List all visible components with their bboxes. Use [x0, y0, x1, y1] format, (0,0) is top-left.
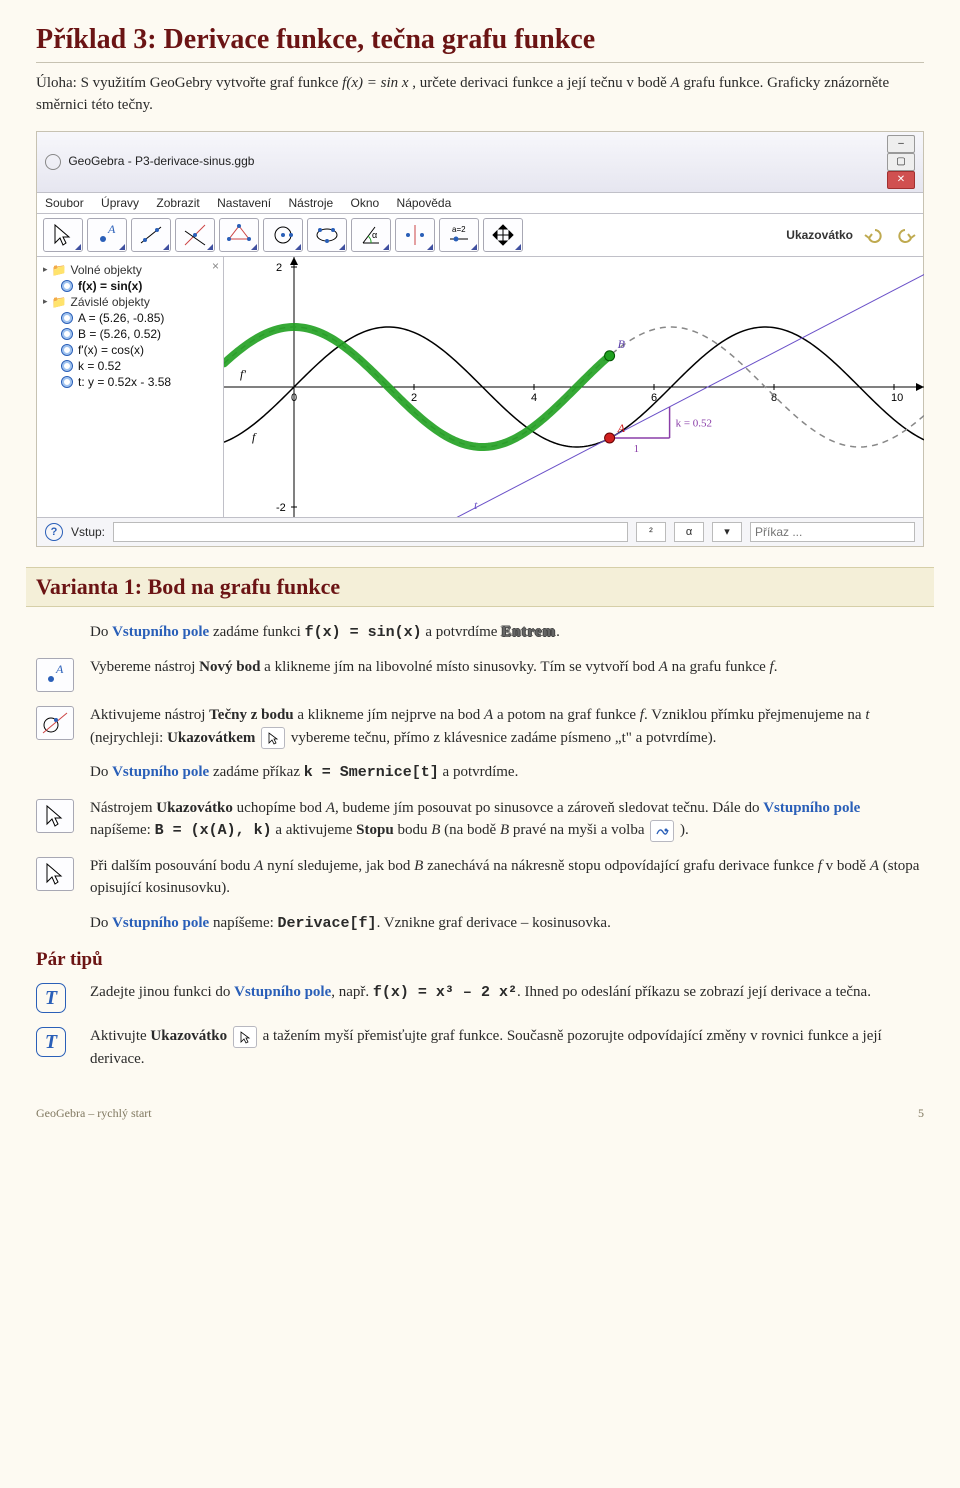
algebra-view: × 📁Volné objekty f(x) = sin(x) 📁Závislé …: [37, 257, 224, 517]
tool-angle[interactable]: α: [351, 218, 391, 252]
variant-heading: Varianta 1: Bod na grafu funkce: [26, 567, 934, 607]
app-icon: [45, 154, 61, 170]
inline-move-icon: [261, 727, 285, 749]
step-3: Aktivujeme nástroj Tečny z bodu a klikne…: [90, 704, 924, 749]
graphics-view[interactable]: 0246810-221k = 0.52ABff't: [224, 257, 923, 517]
step-4: Do Vstupního pole zadáme příkaz k = Smer…: [90, 761, 924, 785]
svg-text:2: 2: [276, 262, 282, 274]
page-title: Příklad 3: Derivace funkce, tečna grafu …: [36, 24, 924, 63]
menu-nastaveni[interactable]: Nastavení: [217, 196, 271, 210]
tips-heading: Pár tipů: [36, 949, 924, 971]
step-2: Vybereme nástroj Nový bod a klikneme jím…: [90, 656, 924, 692]
svg-text:A: A: [617, 421, 626, 435]
symbol-a[interactable]: α: [674, 522, 704, 542]
task-fx: f(x) = sin x: [342, 75, 408, 91]
menu-zobrazit[interactable]: Zobrazit: [156, 196, 199, 210]
step-tool-tangent-icon: [36, 706, 74, 740]
undo-icon[interactable]: [863, 226, 885, 244]
tool-polygon[interactable]: [219, 218, 259, 252]
tool-point[interactable]: A: [87, 218, 127, 252]
menu-napoveda[interactable]: Nápověda: [397, 196, 452, 210]
svg-text:A: A: [55, 662, 64, 676]
svg-text:α: α: [372, 230, 377, 240]
menu-soubor[interactable]: Soubor: [45, 196, 84, 210]
task-text: Úloha: S využitím GeoGebry vytvořte graf…: [36, 75, 342, 91]
sidebar-item-fprime[interactable]: f'(x) = cos(x): [61, 343, 219, 357]
window-title-text: GeoGebra - P3-derivace-sinus.ggb: [68, 154, 254, 168]
symbol-sq[interactable]: ²: [636, 522, 666, 542]
svg-text:-2: -2: [276, 502, 286, 514]
tip-icon: T: [36, 1027, 66, 1057]
svg-text:k = 0.52: k = 0.52: [676, 417, 712, 429]
menubar: Soubor Úpravy Zobrazit Nastavení Nástroj…: [37, 193, 923, 214]
tip-1: Zadejte jinou funkci do Vstupního pole, …: [90, 981, 924, 1013]
menu-nastroje[interactable]: Nástroje: [288, 196, 333, 210]
step-1: Do Vstupního pole zadáme funkci f(x) = s…: [90, 621, 924, 645]
svg-text:1: 1: [634, 443, 640, 455]
tool-slider[interactable]: a=2: [439, 218, 479, 252]
svg-text:a=2: a=2: [452, 225, 466, 234]
menu-upravy[interactable]: Úpravy: [101, 196, 139, 210]
svg-text:B: B: [618, 336, 626, 350]
sidebar-item-t[interactable]: t: y = 0.52x - 3.58: [61, 375, 219, 389]
sidebar-item-A[interactable]: A = (5.26, -0.85): [61, 311, 219, 325]
task-text: , určete derivaci funkce a její tečnu v …: [412, 75, 670, 91]
tool-conic[interactable]: [307, 218, 347, 252]
step-6: Při dalším posouvání bodu A nyní sleduje…: [90, 855, 924, 900]
maximize-button[interactable]: ▢: [887, 153, 915, 171]
svg-text:f': f': [240, 367, 246, 381]
tool-perpendicular[interactable]: [175, 218, 215, 252]
input-label: Vstup:: [71, 525, 105, 539]
toolbar: A α a=2: [37, 214, 923, 257]
sidebar-folder-volne[interactable]: 📁Volné objekty: [43, 263, 219, 277]
tool-move[interactable]: [43, 218, 83, 252]
sidebar-close-icon[interactable]: ×: [212, 259, 219, 273]
input-bar: ? Vstup: ² α ▾: [37, 517, 923, 546]
svg-text:0: 0: [291, 392, 297, 404]
inline-trace-icon: [650, 820, 674, 842]
svg-text:f: f: [252, 430, 257, 444]
step-tool-move2-icon: [36, 857, 74, 891]
task-A: A: [671, 75, 680, 91]
menu-okno[interactable]: Okno: [351, 196, 380, 210]
inline-move2-icon: [233, 1026, 257, 1048]
toolbar-name-label: Ukazovátko: [786, 228, 853, 242]
symbol-dd[interactable]: ▾: [712, 522, 742, 542]
help-icon[interactable]: ?: [45, 523, 63, 541]
step-tool-point-icon: A: [36, 658, 74, 692]
tool-move-view[interactable]: [483, 218, 523, 252]
task-paragraph: Úloha: S využitím GeoGebry vytvořte graf…: [36, 73, 924, 117]
svg-text:t: t: [474, 498, 478, 512]
svg-text:A: A: [107, 222, 116, 236]
tip-icon: T: [36, 983, 66, 1013]
footer-pagenum: 5: [918, 1106, 924, 1121]
tip-2: Aktivujte Ukazovátko a tažením myší přem…: [90, 1025, 924, 1070]
geogebra-screenshot: GeoGebra - P3-derivace-sinus.ggb – ▢ ✕ S…: [36, 131, 924, 547]
step-tool-move-icon: [36, 799, 74, 833]
svg-text:10: 10: [891, 392, 903, 404]
footer-left: GeoGebra – rychlý start: [36, 1106, 152, 1121]
minimize-button[interactable]: –: [887, 135, 915, 153]
sidebar-item-k[interactable]: k = 0.52: [61, 359, 219, 373]
redo-icon[interactable]: [895, 226, 917, 244]
sidebar-item-fx[interactable]: f(x) = sin(x): [61, 279, 219, 293]
cmd-select[interactable]: [750, 522, 915, 542]
svg-text:4: 4: [531, 392, 537, 404]
command-input[interactable]: [113, 522, 628, 542]
tool-line[interactable]: [131, 218, 171, 252]
step-7: Do Vstupního pole napíšeme: Derivace[f].…: [90, 912, 924, 936]
tool-reflect[interactable]: [395, 218, 435, 252]
tool-circle[interactable]: [263, 218, 303, 252]
step-5: Nástrojem Ukazovátko uchopíme bod A, bud…: [90, 797, 924, 843]
sidebar-item-B[interactable]: B = (5.26, 0.52): [61, 327, 219, 341]
sidebar-folder-zavisle[interactable]: 📁Závislé objekty: [43, 295, 219, 309]
close-button[interactable]: ✕: [887, 171, 915, 189]
window-titlebar: GeoGebra - P3-derivace-sinus.ggb – ▢ ✕: [37, 132, 923, 193]
svg-text:2: 2: [411, 392, 417, 404]
